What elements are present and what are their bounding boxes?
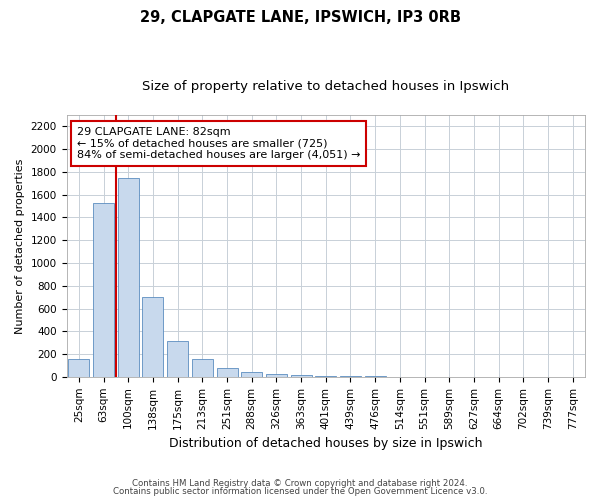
Bar: [68, 359, 89, 377]
Text: 29 CLAPGATE LANE: 82sqm
← 15% of detached houses are smaller (725)
84% of semi-d: 29 CLAPGATE LANE: 82sqm ← 15% of detache…: [77, 127, 361, 160]
Title: Size of property relative to detached houses in Ipswich: Size of property relative to detached ho…: [142, 80, 509, 93]
Text: Contains HM Land Registry data © Crown copyright and database right 2024.: Contains HM Land Registry data © Crown c…: [132, 478, 468, 488]
Bar: [266, 374, 287, 377]
Bar: [93, 202, 114, 377]
Text: Contains public sector information licensed under the Open Government Licence v3: Contains public sector information licen…: [113, 488, 487, 496]
Y-axis label: Number of detached properties: Number of detached properties: [15, 158, 25, 334]
Bar: [290, 375, 311, 377]
Text: 29, CLAPGATE LANE, IPSWICH, IP3 0RB: 29, CLAPGATE LANE, IPSWICH, IP3 0RB: [139, 10, 461, 25]
Bar: [241, 372, 262, 377]
Bar: [315, 376, 336, 377]
Bar: [167, 341, 188, 377]
Bar: [118, 178, 139, 377]
Bar: [217, 368, 238, 377]
X-axis label: Distribution of detached houses by size in Ipswich: Distribution of detached houses by size …: [169, 437, 482, 450]
Bar: [142, 297, 163, 377]
Bar: [340, 376, 361, 377]
Bar: [192, 359, 213, 377]
